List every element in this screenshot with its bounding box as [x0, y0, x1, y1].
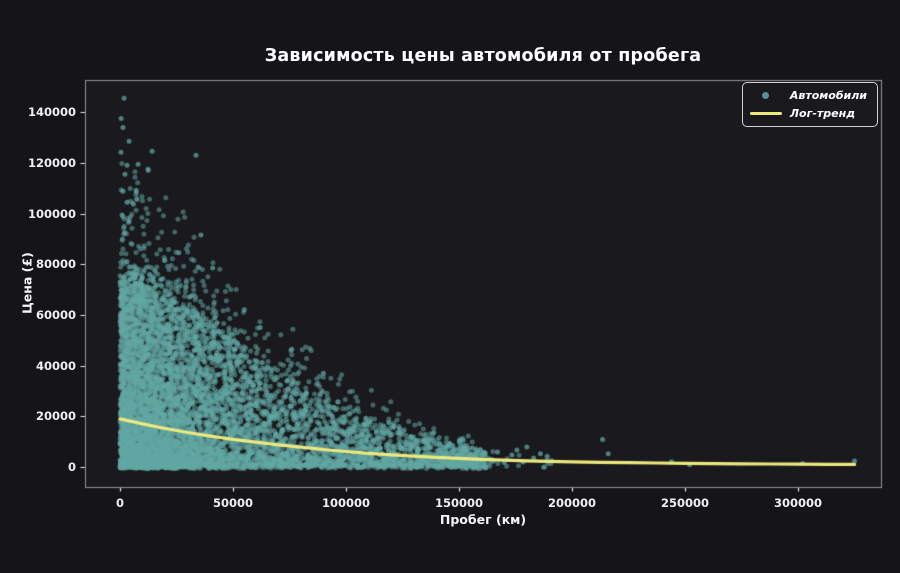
- x-tick-label: 200000: [548, 496, 597, 510]
- x-tick-label: 150000: [435, 496, 484, 510]
- legend-label-trend: Лог-тренд: [789, 106, 856, 120]
- scatter-marker-icon: [762, 91, 770, 99]
- legend-swatch: [750, 91, 782, 99]
- y-tick-label: 140000: [27, 105, 76, 120]
- y-tick-label: 20000: [35, 409, 76, 424]
- y-tick-label: 60000: [35, 307, 76, 322]
- legend-swatch: [749, 111, 782, 115]
- x-axis-label: Пробег (км): [439, 512, 527, 527]
- legend-item-cars: Автомобили: [750, 87, 867, 103]
- x-tick-label: 250000: [661, 496, 710, 510]
- y-tick-label: 0: [67, 459, 76, 474]
- legend-item-trend: Лог-тренд: [749, 105, 867, 121]
- chart-title: Зависимость цены автомобиля от пробега: [264, 46, 702, 66]
- y-axis-label: Цена (£): [19, 252, 35, 314]
- y-tick-label: 120000: [27, 155, 76, 170]
- x-tick-label: 0: [116, 496, 125, 510]
- legend[interactable]: Автомобили Лог-тренд: [741, 82, 878, 127]
- trend-line-icon: [749, 111, 782, 115]
- x-tick-label: 50000: [213, 496, 254, 510]
- legend-label-cars: Автомобили: [789, 88, 867, 102]
- x-tick-label: 100000: [322, 496, 371, 510]
- y-tick-label: 40000: [35, 358, 76, 373]
- x-tick-label: 300000: [774, 496, 823, 510]
- y-tick-label: 100000: [27, 206, 76, 221]
- y-tick-label: 80000: [35, 257, 76, 272]
